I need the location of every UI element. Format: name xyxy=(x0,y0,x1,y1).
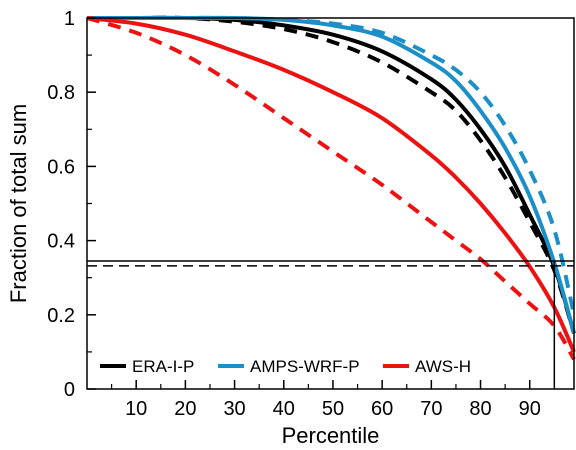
x-tick-label: 80 xyxy=(469,398,491,420)
y-tick-label: 0.8 xyxy=(47,82,75,104)
legend-label: ERA-I-P xyxy=(132,357,194,376)
plot-area xyxy=(86,15,576,361)
axes xyxy=(86,17,575,390)
reference-lines xyxy=(87,260,574,389)
x-tick-label: 70 xyxy=(420,398,442,420)
series-line-1-solid xyxy=(87,15,576,334)
series-line-3-solid xyxy=(87,15,576,334)
y-tick-label: 1 xyxy=(64,8,75,30)
series-line-2-dashed xyxy=(87,15,576,334)
legend: ERA-I-P AMPS-WRF-P AWS-H xyxy=(100,357,471,376)
x-tick-label: 40 xyxy=(273,398,295,420)
x-tick-label: 90 xyxy=(519,398,541,420)
series-line-4-dashed xyxy=(87,15,576,316)
x-tick-label: 60 xyxy=(371,398,393,420)
y-tick-label: 0 xyxy=(64,379,75,401)
y-tick-label: 0.4 xyxy=(47,231,75,253)
x-tick-label: 50 xyxy=(322,398,344,420)
x-tick-label: 10 xyxy=(125,398,147,420)
y-tick-label: 0.6 xyxy=(47,156,75,178)
ticks: 10 20 30 40 50 60 70 80 90 0 0.2 0.4 0.6 0.8 1 xyxy=(47,8,541,420)
series-line-6-dashed xyxy=(86,16,576,361)
legend-label: AWS-H xyxy=(415,357,471,376)
series-line-5-solid xyxy=(86,16,576,353)
plot-frame xyxy=(86,17,575,390)
x-axis-title: Percentile xyxy=(282,423,380,448)
legend-label: AMPS-WRF-P xyxy=(250,357,360,376)
x-tick-label: 20 xyxy=(174,398,196,420)
x-tick-label: 30 xyxy=(223,398,245,420)
y-tick-label: 0.2 xyxy=(47,305,75,327)
y-axis-title: Fraction of total sum xyxy=(6,104,31,303)
